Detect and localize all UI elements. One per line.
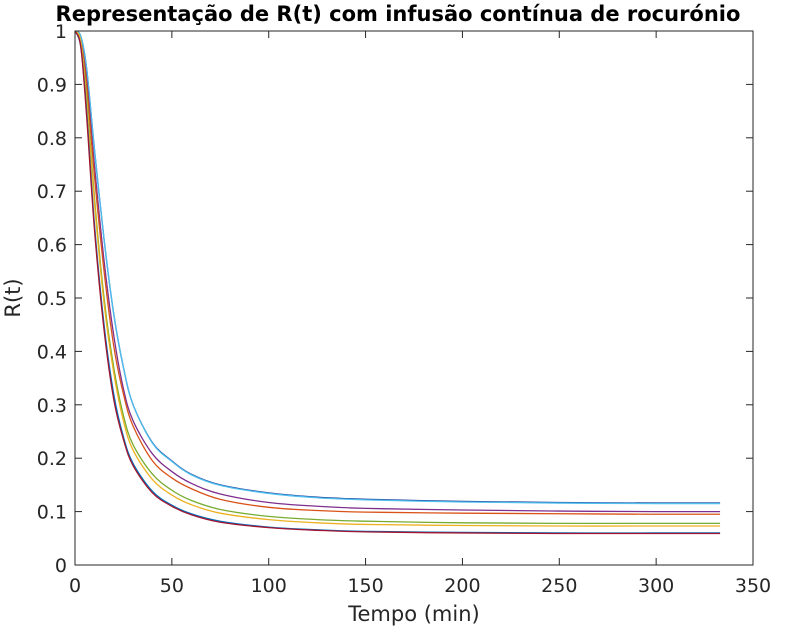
chart-title: Representação de R(t) com infusão contín…	[56, 2, 741, 26]
series-line-3	[74, 30, 721, 513]
x-tick-label: 350	[735, 575, 771, 597]
y-tick-label: 0.6	[37, 235, 67, 257]
series-line-1	[74, 30, 721, 504]
series-line-7	[74, 30, 721, 534]
series-line-6	[74, 30, 721, 527]
x-tick-label: 200	[444, 575, 480, 597]
y-tick-label: 0.8	[37, 128, 67, 150]
series-line-5	[74, 30, 721, 525]
y-tick-label: 0	[55, 555, 67, 577]
series-line-8	[74, 30, 721, 535]
y-axis-ticks: 0 0.1 0.2 0.3 0.4 0.5 0.6 0.7 0.8 0.9 1	[37, 21, 753, 577]
y-tick-label: 0.1	[37, 502, 67, 524]
series-line-2	[74, 30, 721, 505]
y-axis-label: R(t)	[1, 278, 25, 317]
x-axis-ticks: 0 50 100 150 200 250 300 350	[69, 31, 771, 597]
series-group	[74, 30, 721, 535]
plot-area: 0 50 100 150 200 250 300 350 0 0.1 0.2 0.3 0.4 0.5 0.…	[37, 21, 771, 597]
y-tick-label: 0.9	[37, 74, 67, 96]
x-axis-label: Tempo (min)	[347, 602, 479, 626]
x-tick-label: 100	[251, 575, 287, 597]
y-tick-label: 0.2	[37, 448, 67, 470]
y-tick-label: 0.7	[37, 181, 67, 203]
plot-frame	[74, 30, 754, 566]
x-tick-label: 150	[347, 575, 383, 597]
series-line-4	[74, 30, 721, 515]
x-tick-label: 250	[541, 575, 577, 597]
x-tick-label: 50	[160, 575, 184, 597]
y-tick-label: 0.4	[37, 341, 67, 363]
y-tick-label: 1	[55, 21, 67, 43]
y-tick-label: 0.5	[37, 288, 67, 310]
x-tick-label: 300	[638, 575, 674, 597]
x-tick-label: 0	[69, 575, 81, 597]
y-tick-label: 0.3	[37, 395, 67, 417]
